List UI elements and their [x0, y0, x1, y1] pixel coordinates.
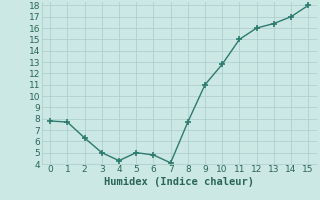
X-axis label: Humidex (Indice chaleur): Humidex (Indice chaleur) [104, 177, 254, 187]
